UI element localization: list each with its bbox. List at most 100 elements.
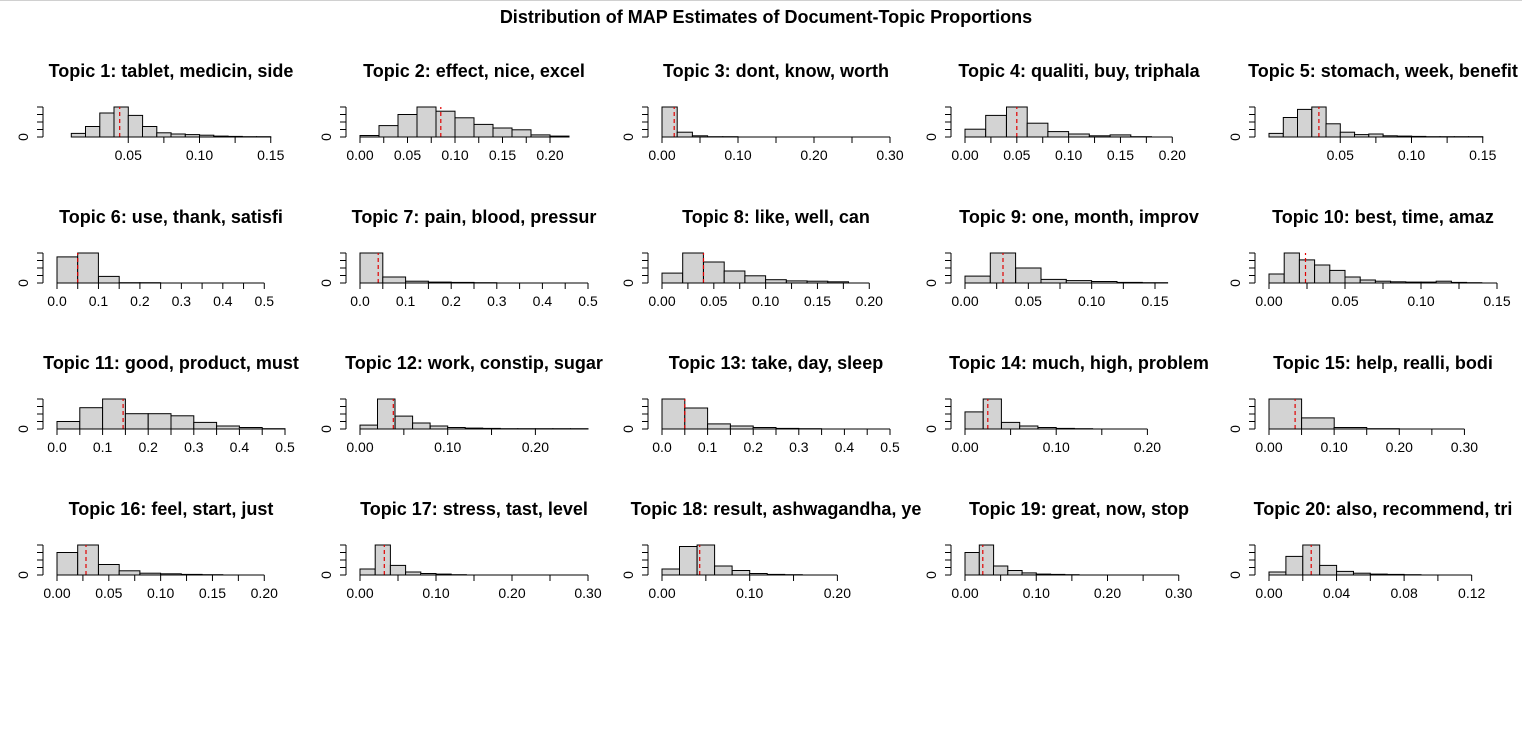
panel-title: Topic 2: effect, nice, excel [363,61,585,81]
x-tick-label: 0.10 [1023,585,1050,601]
y-tick-label: 0 [15,279,31,287]
histogram-bar [994,566,1008,575]
y-tick-label: 0 [318,133,334,141]
x-tick-label: 0.3 [789,439,809,455]
histogram-bar [436,111,455,137]
y-tick-label: 0 [923,133,939,141]
histogram-bar [1269,133,1283,137]
y-tick-label: 0 [620,133,636,141]
x-tick-label: 0.00 [346,439,373,455]
x-tick-label: 0.10 [1043,439,1070,455]
x-tick-label: 0.5 [880,439,900,455]
histogram-bar [99,276,120,283]
x-tick-label: 0.00 [648,147,675,163]
histogram-bar [986,115,1007,137]
histogram-bar [360,425,378,429]
histogram-bar [103,399,126,429]
x-tick-label: 0.30 [574,585,601,601]
histogram-bar [57,257,78,283]
x-tick-label: 0.00 [346,147,373,163]
y-tick-label: 0 [15,133,31,141]
x-tick-label: 0.10 [147,585,174,601]
histogram-bar [1027,123,1048,137]
x-tick-label: 0.20 [800,147,827,163]
x-tick-label: 0.5 [578,293,598,309]
histogram-bar [1326,124,1340,137]
histogram-bar [360,569,375,575]
histogram-bar [1330,270,1345,283]
x-tick-label: 0.4 [230,439,250,455]
x-tick-label: 0.3 [172,293,192,309]
x-tick-label: 0.10 [752,293,779,309]
x-tick-label: 0.05 [1003,147,1030,163]
histogram-bar [194,422,217,429]
panel-title: Topic 16: feel, start, just [69,499,274,519]
y-tick-label: 0 [620,279,636,287]
histogram-bar [1269,399,1302,429]
histogram-bar [143,127,157,138]
x-tick-label: 0.05 [700,293,727,309]
histogram-bar [125,414,148,429]
x-tick-label: 0.10 [186,147,213,163]
x-tick-label: 0.1 [698,439,718,455]
histogram-bar [171,416,194,429]
x-tick-label: 0.0 [47,293,67,309]
x-tick-label: 0.00 [951,147,978,163]
histogram-bar [78,253,99,283]
histogram-bar [677,132,692,137]
histogram-bar [413,423,431,429]
panel-title: Topic 17: stress, tast, level [360,499,588,519]
x-tick-label: 0.00 [1255,293,1282,309]
panel-title: Topic 20: also, recommend, tri [1254,499,1513,519]
histogram-bar [383,277,406,283]
x-tick-label: 0.00 [1255,439,1282,455]
x-tick-label: 0.15 [1107,147,1134,163]
histogram-bar [965,412,983,429]
x-tick-label: 0.2 [743,439,763,455]
panel-title: Topic 9: one, month, improv [959,207,1199,227]
histogram-bar [745,276,766,283]
x-tick-label: 0.20 [536,147,563,163]
histogram-bar [1340,132,1354,137]
panel-title: Topic 11: good, product, must [43,353,299,373]
x-tick-label: 0.00 [43,585,70,601]
histogram-bar [662,569,680,575]
x-tick-label: 0.15 [1469,147,1496,163]
histogram-bar [390,565,405,575]
panel-title: Topic 19: great, now, stop [969,499,1189,519]
histogram-bar [78,545,99,575]
x-tick-label: 0.15 [1483,293,1510,309]
histogram-bar [455,118,474,137]
x-tick-label: 0.10 [1321,439,1348,455]
y-tick-label: 0 [1227,571,1243,579]
histogram-bar [157,133,171,137]
x-tick-label: 0.05 [115,147,142,163]
x-tick-label: 0.20 [856,293,883,309]
panel-title: Topic 5: stomach, week, benefit [1248,61,1518,81]
x-tick-label: 0.00 [1255,585,1282,601]
x-tick-label: 0.4 [835,439,855,455]
x-tick-label: 0.4 [533,293,553,309]
x-tick-label: 0.30 [1165,585,1192,601]
histogram-bar [57,422,80,430]
x-tick-label: 0.2 [441,293,461,309]
x-tick-label: 0.00 [346,585,373,601]
x-tick-label: 0.20 [1386,439,1413,455]
x-tick-label: 0.15 [257,147,284,163]
x-tick-label: 0.00 [648,585,675,601]
histogram-bar [474,124,493,137]
histogram-bar [360,253,383,283]
x-tick-label: 0.10 [434,439,461,455]
panel-title: Topic 13: take, day, sleep [669,353,883,373]
histogram-bar [1002,422,1020,429]
histogram-bar [1345,277,1360,283]
x-tick-label: 0.1 [89,293,109,309]
panel-title: Topic 7: pain, blood, pressur [352,207,597,227]
histogram-bar [715,566,733,575]
histogram-bar [1298,109,1312,137]
x-tick-label: 0.15 [199,585,226,601]
x-tick-label: 0.05 [95,585,122,601]
histogram-bar [512,130,531,137]
histogram-bar [1048,132,1069,137]
histogram-bar [685,408,708,429]
